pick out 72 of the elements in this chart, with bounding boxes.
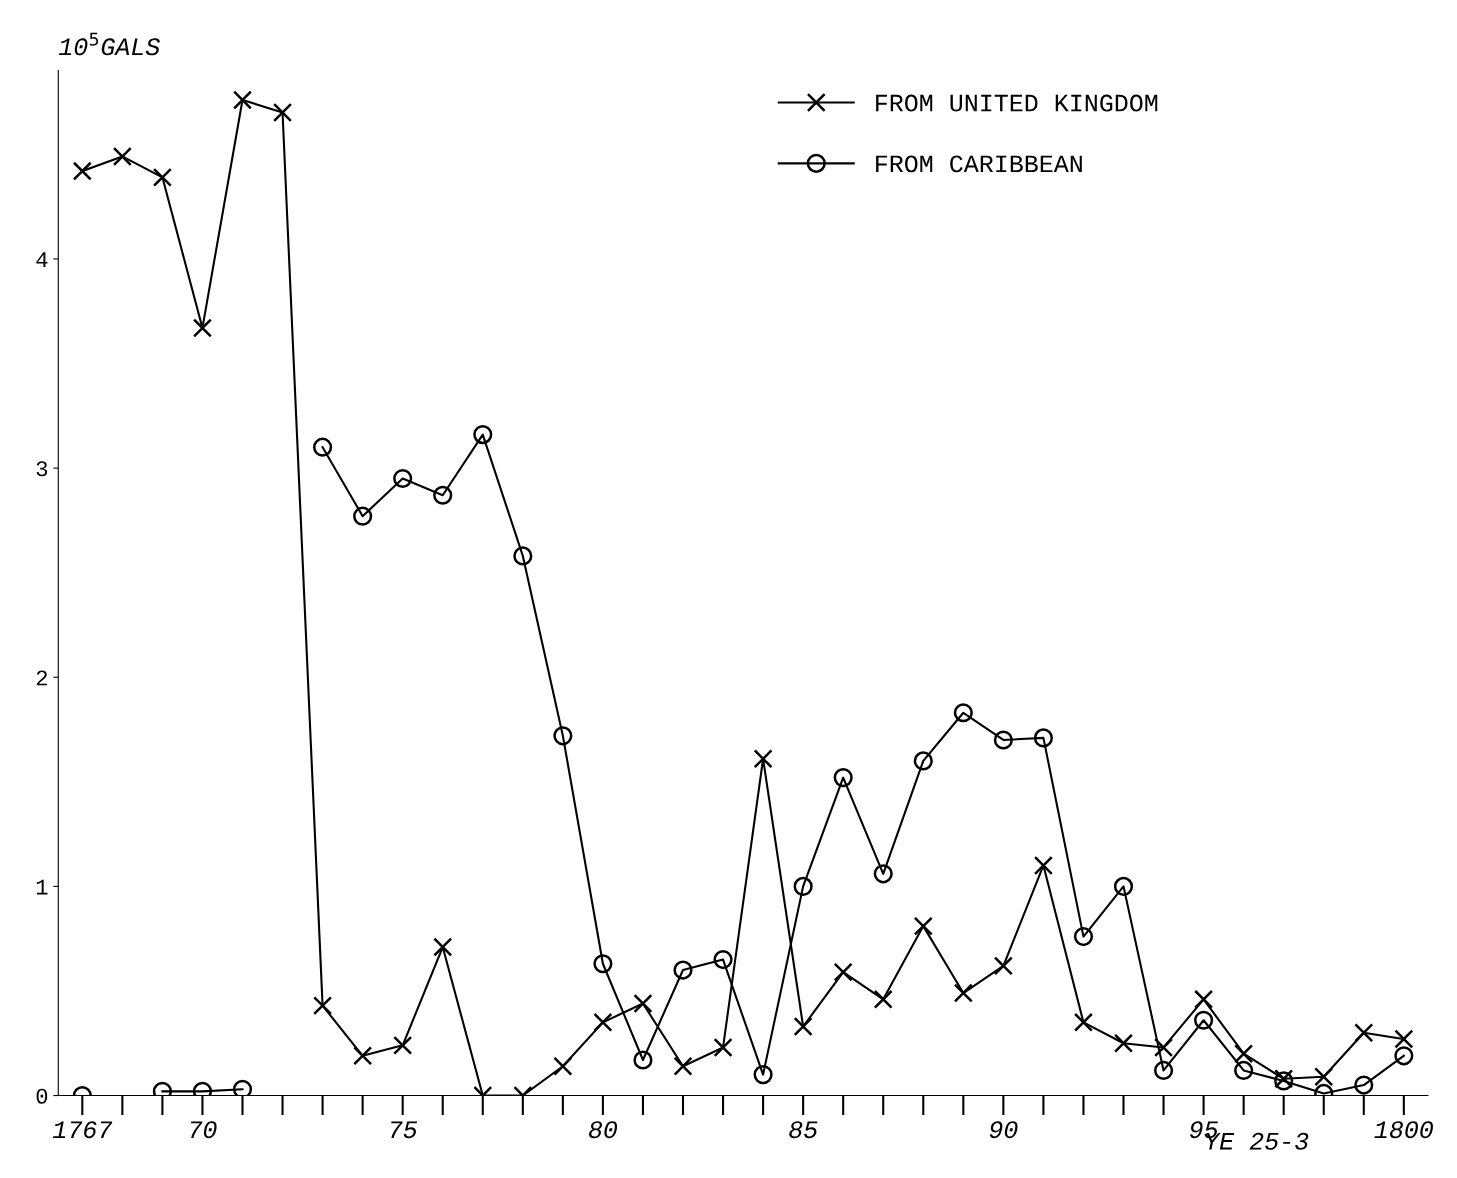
point xyxy=(1073,927,1094,947)
point xyxy=(272,102,293,123)
point xyxy=(1354,1075,1374,1095)
point xyxy=(833,768,853,788)
x-tick-label: 1767 xyxy=(52,1121,113,1139)
point xyxy=(1354,1023,1374,1043)
point xyxy=(833,962,853,982)
point xyxy=(1033,728,1053,748)
point xyxy=(993,730,1013,750)
point xyxy=(1113,1033,1134,1053)
point xyxy=(713,950,733,970)
point xyxy=(473,425,493,445)
point xyxy=(1194,989,1214,1009)
point xyxy=(72,161,92,181)
y-tick-label: 3 xyxy=(36,461,48,477)
point xyxy=(793,876,813,896)
point xyxy=(1153,1060,1174,1081)
point xyxy=(1033,855,1053,876)
x-tick-label: 85 xyxy=(789,1121,818,1139)
point xyxy=(513,546,533,566)
point xyxy=(353,1046,373,1066)
point xyxy=(232,90,253,110)
point xyxy=(152,167,172,187)
point xyxy=(633,1050,653,1070)
point xyxy=(1394,1029,1414,1049)
point xyxy=(353,506,373,526)
point xyxy=(393,1035,413,1055)
y-tick-label: 4 xyxy=(36,252,48,267)
point xyxy=(433,485,453,505)
x-tick-label: 80 xyxy=(589,1121,618,1139)
point xyxy=(953,983,973,1003)
point xyxy=(873,989,893,1009)
point xyxy=(873,864,893,884)
point xyxy=(1234,1060,1254,1081)
point xyxy=(553,1056,573,1076)
point xyxy=(192,318,213,338)
point xyxy=(673,960,693,980)
point xyxy=(232,1079,253,1096)
legend-label: FROM UNITED KINGDOM xyxy=(876,94,1158,112)
point xyxy=(913,751,933,771)
x-tick-label: 1800 xyxy=(1374,1121,1433,1139)
point xyxy=(313,996,333,1016)
point xyxy=(593,954,613,974)
point xyxy=(1274,1071,1294,1091)
point xyxy=(1394,1046,1414,1066)
y-tick-label: 2 xyxy=(36,670,47,686)
point xyxy=(313,437,333,457)
point xyxy=(593,1012,613,1032)
x-tick-label: 75 xyxy=(391,1121,418,1139)
point xyxy=(913,916,933,936)
point xyxy=(1194,1010,1214,1030)
y-tick-label: 0 xyxy=(36,1088,48,1104)
point xyxy=(953,703,973,723)
point xyxy=(633,993,653,1014)
point xyxy=(1314,1067,1334,1087)
legend-label: FROM CARIBBEAN xyxy=(876,155,1082,173)
point xyxy=(553,726,573,746)
x-tick-label: 90 xyxy=(989,1121,1018,1139)
point xyxy=(1113,876,1134,896)
y-tick-label: 1 xyxy=(36,879,48,895)
point xyxy=(433,937,453,957)
point xyxy=(793,1016,813,1037)
point xyxy=(993,956,1013,976)
point xyxy=(112,146,132,167)
y-axis-title: 10$^{5}$GALS xyxy=(58,32,160,56)
point xyxy=(753,749,773,769)
point xyxy=(1073,1012,1094,1032)
point xyxy=(393,468,413,489)
x-tick-label: 70 xyxy=(190,1121,217,1139)
point xyxy=(753,1065,773,1085)
point xyxy=(673,1056,693,1076)
point xyxy=(713,1037,733,1058)
